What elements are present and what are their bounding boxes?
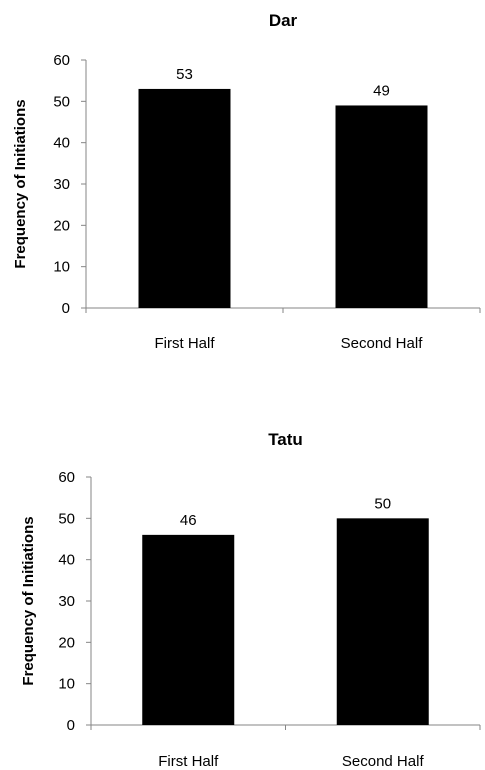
bar (336, 518, 429, 725)
y-tick-label: 30 (53, 176, 70, 193)
y-tick-label: 10 (58, 676, 75, 693)
y-tick-label: 40 (53, 135, 70, 152)
y-tick-label: 50 (58, 510, 75, 527)
y-tick-label: 60 (53, 52, 70, 69)
y-tick-label: 60 (58, 469, 75, 486)
y-tick-label: 0 (67, 717, 75, 734)
data-label: 46 (180, 512, 197, 529)
y-tick-label: 40 (58, 552, 75, 569)
chart-tatu: Tatu Frequency of Initiations 0 10 20 30 40 50 6… (20, 430, 481, 770)
chart-title: Tatu (268, 430, 303, 449)
y-tick-label: 20 (58, 634, 75, 651)
y-axis-label: Frequency of Initiations (20, 516, 37, 685)
x-category-label: Second Half (342, 753, 425, 770)
y-tick-label: 20 (53, 217, 70, 234)
y-tick-label: 10 (53, 259, 70, 276)
y-tick-label: 30 (58, 593, 75, 610)
x-category-label: First Half (158, 753, 219, 770)
bar (142, 534, 235, 725)
chart-dar: Dar Frequency of Initiations 0 10 20 30 40 50 60… (12, 11, 481, 352)
data-label: 49 (373, 82, 390, 99)
y-axis-label: Frequency of Initiations (12, 99, 29, 268)
x-category-label: Second Half (341, 335, 424, 352)
chart-title: Dar (269, 11, 298, 30)
data-label: 53 (176, 66, 193, 83)
y-tick-label: 50 (53, 93, 70, 110)
bar (138, 88, 231, 308)
data-label: 50 (374, 495, 391, 512)
x-category-label: First Half (155, 335, 216, 352)
bar (335, 105, 428, 308)
y-tick-label: 0 (62, 300, 70, 317)
